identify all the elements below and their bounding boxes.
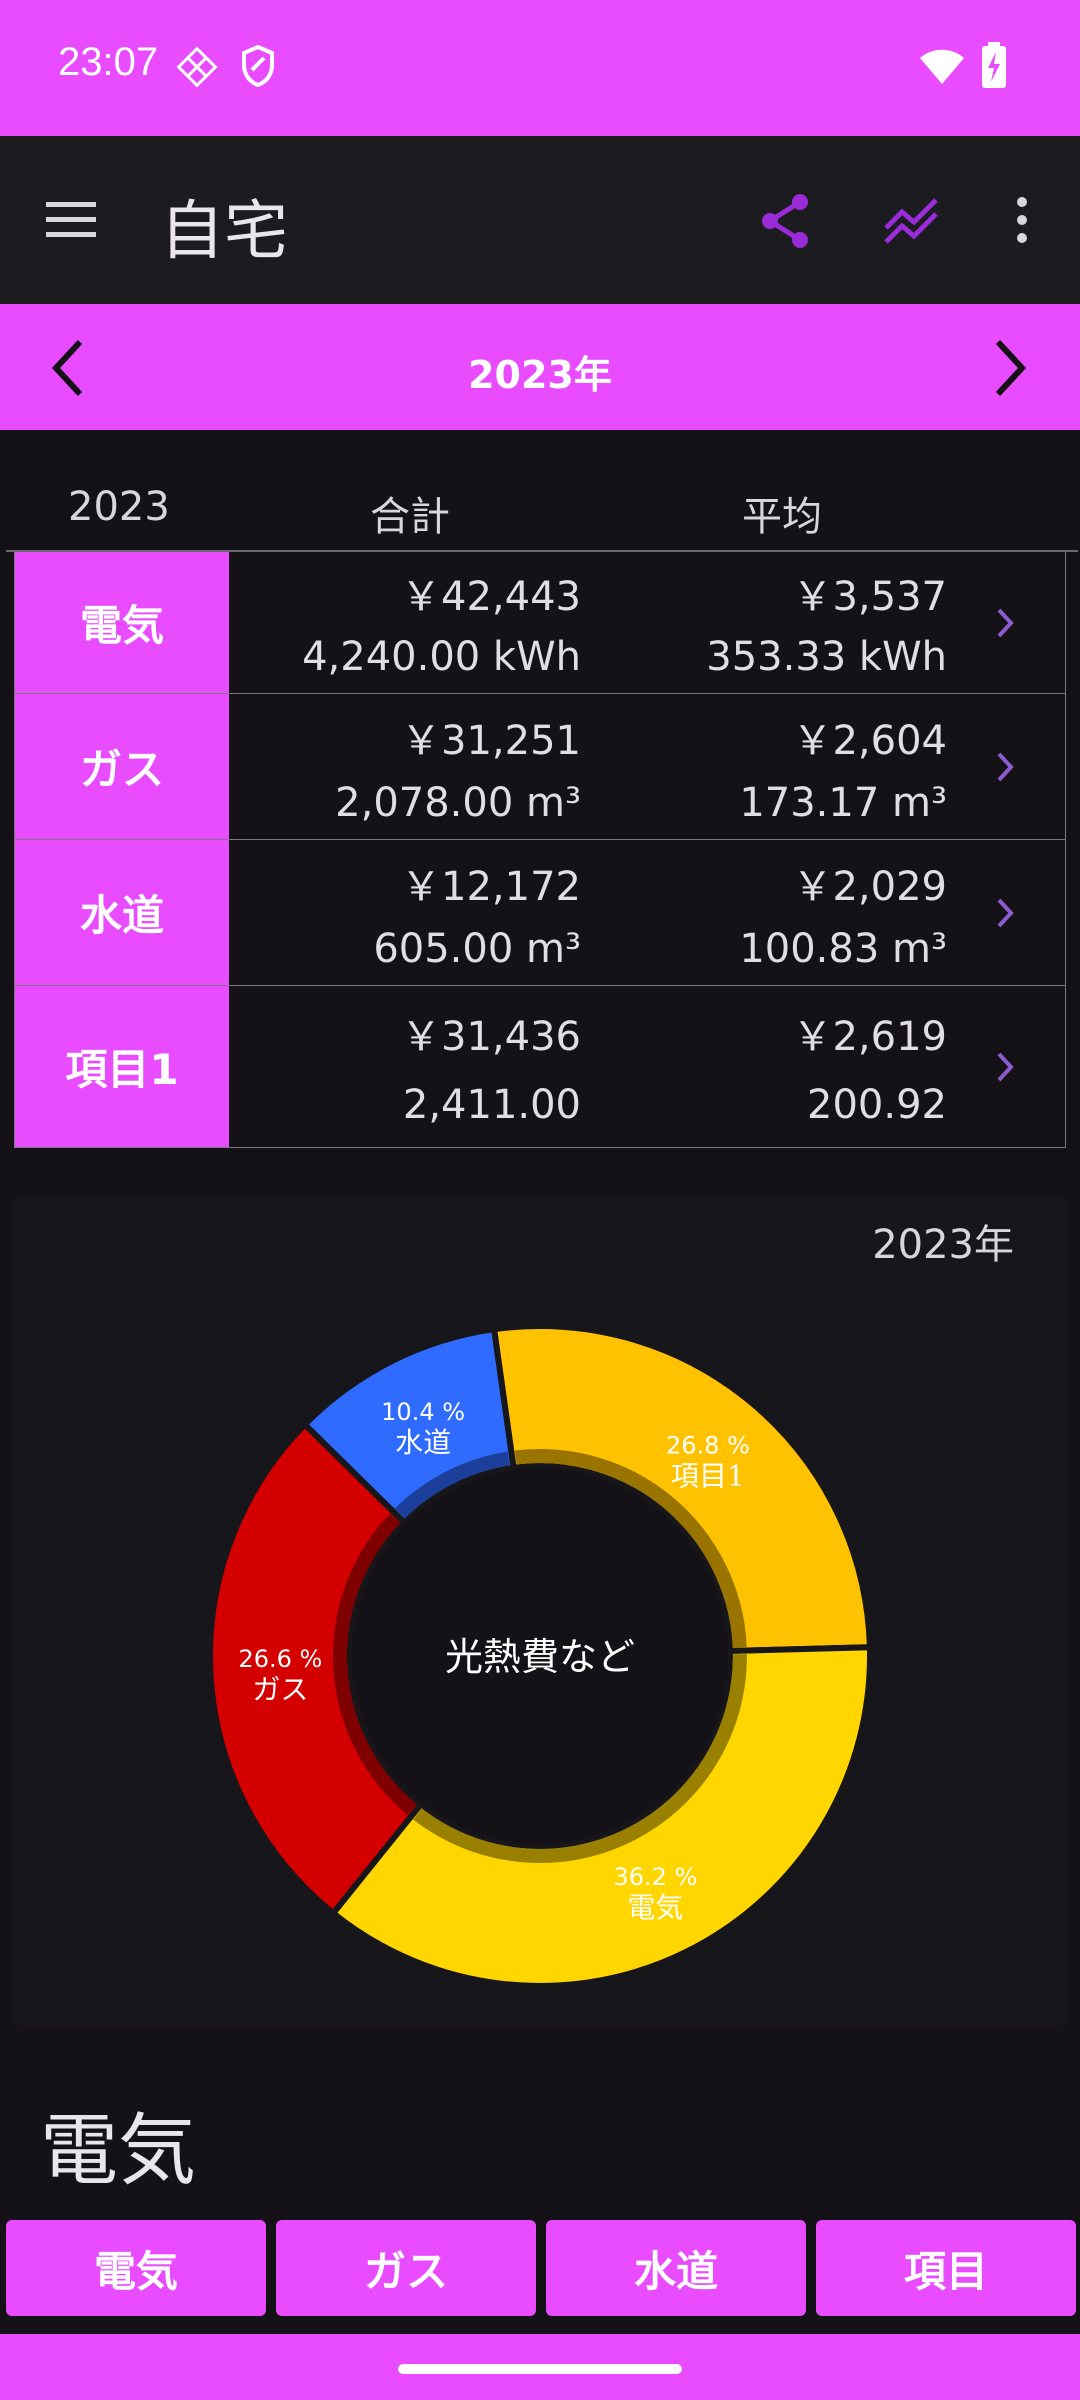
header-average: 平均	[742, 494, 822, 540]
avg-amount: 100.83 m³	[739, 926, 947, 972]
system-nav-bar	[0, 2334, 1080, 2400]
menu-icon[interactable]	[46, 200, 98, 240]
battery-charging-icon	[982, 42, 1006, 88]
row-label: 項目1	[15, 986, 229, 1147]
year-navigator: 2023年	[0, 304, 1080, 430]
table-row-water[interactable]: 水道 ￥12,172 605.00 m³ ￥2,029 100.83 m³	[14, 840, 1066, 986]
chart-title: 2023年	[872, 1222, 1014, 1268]
header-year: 2023	[68, 484, 170, 530]
avg-amount: 353.33 kWh	[706, 634, 947, 680]
total-yen: ￥31,251	[401, 718, 581, 764]
slice-inner-ring-1	[413, 1654, 747, 1863]
status-time: 23:07	[58, 40, 159, 84]
slice-name-label: 電気	[627, 1891, 683, 1924]
chevron-left-icon[interactable]	[48, 338, 88, 398]
avg-yen: ￥3,537	[792, 574, 947, 620]
total-yen: ￥12,172	[401, 864, 581, 910]
total-amount: 2,411.00	[402, 1082, 581, 1128]
year-title: 2023年	[468, 353, 612, 397]
table-header: 2023 合計 平均	[0, 480, 1080, 550]
row-label: 電気	[15, 552, 229, 693]
status-bar: 23:07	[0, 0, 1080, 136]
chart-card: 2023年 26.8 % 項目1 36.2 % 電気 26.6 % ガス 10.4 % 水道光…	[12, 1196, 1068, 2026]
slice-0[interactable]	[490, 1323, 873, 1655]
row-label: ガス	[15, 694, 229, 839]
table-row-gas[interactable]: ガス ￥31,251 2,078.00 m³ ￥2,604 173.17 m³	[14, 694, 1066, 840]
tab-water[interactable]: 水道	[546, 2220, 806, 2316]
header-total: 合計	[370, 494, 450, 540]
slice-name-label: 水道	[395, 1426, 451, 1459]
tab-item[interactable]: 項目	[816, 2220, 1076, 2316]
total-amount: 4,240.00 kWh	[302, 634, 581, 680]
row-label: 水道	[15, 840, 229, 985]
chevron-right-icon[interactable]	[990, 338, 1030, 398]
share-icon[interactable]	[758, 192, 812, 250]
avg-yen: ￥2,029	[792, 864, 947, 910]
chevron-right-icon[interactable]	[995, 750, 1015, 784]
slice-percent-label: 36.2 %	[614, 1863, 698, 1891]
slice-inner-ring-3	[395, 1451, 510, 1519]
slice-inner-ring-2	[333, 1513, 417, 1816]
total-amount: 605.00 m³	[373, 926, 581, 972]
header-divider	[6, 550, 1078, 552]
home-handle[interactable]	[398, 2364, 682, 2374]
chevron-right-icon[interactable]	[995, 1050, 1015, 1084]
chevron-right-icon[interactable]	[995, 896, 1015, 930]
slice-percent-label: 26.6 %	[238, 1645, 322, 1673]
category-tabs: 電気 ガス 水道 項目	[0, 2220, 1080, 2316]
app-bar: 自宅	[0, 136, 1080, 304]
app-title: 自宅	[160, 195, 288, 269]
avg-amount: 173.17 m³	[739, 780, 947, 826]
donut-center-label: 光熱費など	[445, 1635, 635, 1679]
avg-amount: 200.92	[807, 1082, 947, 1128]
more-vert-icon[interactable]	[1012, 194, 1032, 246]
slice-percent-label: 26.8 %	[666, 1432, 750, 1460]
tab-gas[interactable]: ガス	[276, 2220, 536, 2316]
shield-icon	[242, 44, 274, 88]
slice-inner-ring-0	[514, 1449, 747, 1648]
chevron-right-icon[interactable]	[995, 606, 1015, 640]
slice-name-label: 項目1	[671, 1460, 745, 1493]
section-title: 電気	[40, 2106, 197, 2196]
table-row-item1[interactable]: 項目1 ￥31,436 2,411.00 ￥2,619 200.92	[14, 986, 1066, 1148]
tab-electricity[interactable]: 電気	[6, 2220, 266, 2316]
avg-yen: ￥2,619	[792, 1014, 947, 1060]
avg-yen: ￥2,604	[792, 718, 947, 764]
table-row-electricity[interactable]: 電気 ￥42,443 4,240.00 kWh ￥3,537 353.33 kW…	[14, 552, 1066, 694]
slice-1[interactable]	[329, 1644, 873, 1989]
wifi-icon	[920, 49, 964, 84]
total-yen: ￥31,436	[401, 1014, 581, 1060]
grid-diamond-icon	[176, 46, 218, 88]
slice-percent-label: 10.4 %	[381, 1398, 465, 1426]
slice-name-label: ガス	[252, 1673, 308, 1706]
total-amount: 2,078.00 m³	[335, 780, 581, 826]
total-yen: ￥42,443	[401, 574, 581, 620]
chart-line-icon[interactable]	[884, 194, 940, 246]
donut-hole	[352, 1468, 728, 1844]
